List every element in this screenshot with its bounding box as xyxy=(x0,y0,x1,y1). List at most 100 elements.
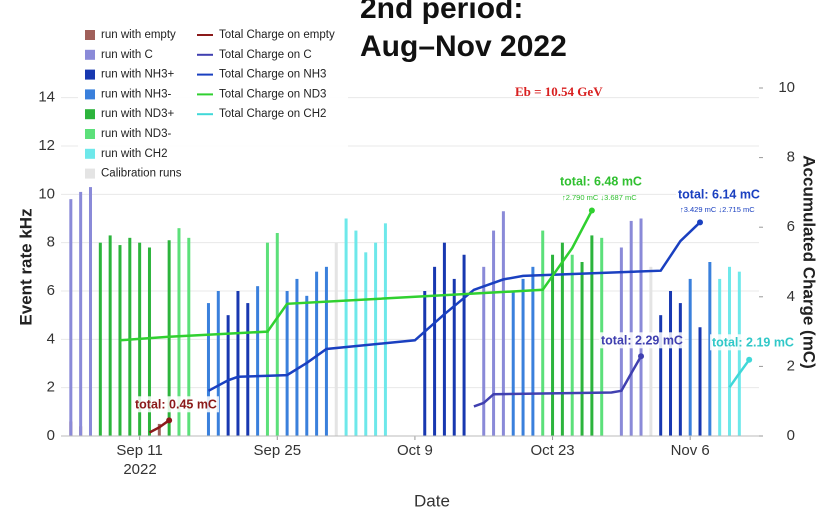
y2-tick-label: 6 xyxy=(787,218,795,235)
bar xyxy=(324,266,328,436)
legend-swatch xyxy=(85,89,95,100)
bar xyxy=(236,291,240,436)
bar xyxy=(590,235,594,436)
y-tick-label: 10 xyxy=(38,185,55,202)
legend-label: Total Charge on CH2 xyxy=(219,108,326,120)
total-annotation: total: 0.45 mC xyxy=(135,397,217,411)
legend-label: Calibration runs xyxy=(101,168,182,180)
x-tick-year: 2022 xyxy=(123,461,156,478)
annotation-background xyxy=(558,173,644,190)
energy-annotation: Eb = 10.54 GeV xyxy=(515,84,603,99)
legend-swatch xyxy=(85,168,95,179)
legend-swatch xyxy=(85,109,95,120)
bar xyxy=(256,286,260,436)
bar xyxy=(433,266,437,436)
legend-swatch xyxy=(85,148,95,159)
y-axis-label: Event rate kHz xyxy=(16,208,35,325)
y2-tick-label: 0 xyxy=(787,427,795,444)
total-annotation: total: 2.29 mC xyxy=(601,333,683,347)
x-tick-label: Oct 23 xyxy=(530,442,574,459)
bar xyxy=(354,230,358,436)
legend-swatch xyxy=(85,129,95,139)
bar xyxy=(423,291,427,436)
legend-label: run with empty xyxy=(101,29,176,41)
bar xyxy=(728,266,732,436)
bar xyxy=(246,303,250,436)
bar xyxy=(452,278,456,436)
charge-line xyxy=(728,359,751,389)
y2-tick-label: 4 xyxy=(787,288,795,305)
bar xyxy=(275,233,279,436)
bar xyxy=(98,242,102,436)
bar xyxy=(560,242,564,436)
charge-end-point xyxy=(746,356,753,363)
bar xyxy=(285,291,289,436)
bar xyxy=(157,423,161,436)
y-tick-label: 14 xyxy=(38,89,55,106)
annotation-background xyxy=(676,186,762,203)
bar xyxy=(580,262,584,436)
bar xyxy=(177,228,181,436)
x-tick-label: Sep 25 xyxy=(254,442,302,459)
bar xyxy=(501,211,505,436)
bar xyxy=(649,266,653,436)
bar xyxy=(216,291,220,436)
charge-line xyxy=(148,419,170,434)
bar xyxy=(315,271,319,436)
y-tick-label: 8 xyxy=(47,234,55,251)
bar xyxy=(442,242,446,436)
legend-label: Total Charge on empty xyxy=(219,29,335,41)
bar xyxy=(629,220,633,436)
legend-label: Total Charge on C xyxy=(219,49,312,61)
total-annotation: total: 6.14 mC xyxy=(678,187,760,201)
legend-swatch xyxy=(85,69,95,80)
annotation-background xyxy=(599,332,685,349)
bar xyxy=(708,262,712,436)
legend: run with empty run with C run with NH3+ run… xyxy=(78,26,348,186)
charge-end-point xyxy=(166,417,173,424)
bar xyxy=(147,247,151,436)
y2-tick-label: 2 xyxy=(787,357,795,374)
bar xyxy=(79,191,83,436)
y2-tick-label: 8 xyxy=(787,149,795,166)
y-tick-label: 0 xyxy=(47,427,55,444)
bar xyxy=(551,254,555,436)
bar xyxy=(737,271,741,436)
bar xyxy=(69,199,73,436)
title-line: 2nd period: xyxy=(360,0,523,25)
charge-end-point xyxy=(697,219,704,226)
legend-label: run with CH2 xyxy=(101,148,167,160)
bar xyxy=(698,327,702,436)
bar xyxy=(570,254,574,436)
bar xyxy=(128,237,132,436)
total-annotation-sub: ↑3.429 mC ↓2.715 mC xyxy=(680,205,755,214)
legend-label: Total Charge on NH3 xyxy=(219,69,326,81)
title-line: Aug–Nov 2022 xyxy=(360,30,567,63)
x-tick-label: Nov 6 xyxy=(671,442,710,459)
bar xyxy=(344,218,348,436)
y-tick-label: 2 xyxy=(47,379,55,396)
legend-label: run with C xyxy=(101,49,153,61)
legend-swatch xyxy=(85,49,95,60)
legend-background xyxy=(78,26,348,186)
legend-label: run with ND3- xyxy=(101,128,171,140)
bar xyxy=(118,245,122,436)
y2-tick-label: 10 xyxy=(778,79,795,96)
y-tick-label: 12 xyxy=(38,137,55,154)
bar xyxy=(678,303,682,436)
total-annotation: total: 2.19 mC xyxy=(712,335,794,349)
bar xyxy=(511,291,515,436)
bar xyxy=(226,315,230,436)
legend-label: run with NH3- xyxy=(101,88,171,100)
y-tick-label: 6 xyxy=(47,282,55,299)
charge-line xyxy=(473,355,643,408)
bar xyxy=(492,230,496,436)
charge-end-point xyxy=(638,353,645,360)
legend-swatch xyxy=(85,30,95,40)
legend-label: run with ND3+ xyxy=(101,108,174,120)
y2-axis-label: Accumulated Charge (mC) xyxy=(800,155,819,368)
annotation-background xyxy=(133,396,219,413)
bar xyxy=(167,240,171,436)
x-axis-label: Date xyxy=(414,491,450,510)
